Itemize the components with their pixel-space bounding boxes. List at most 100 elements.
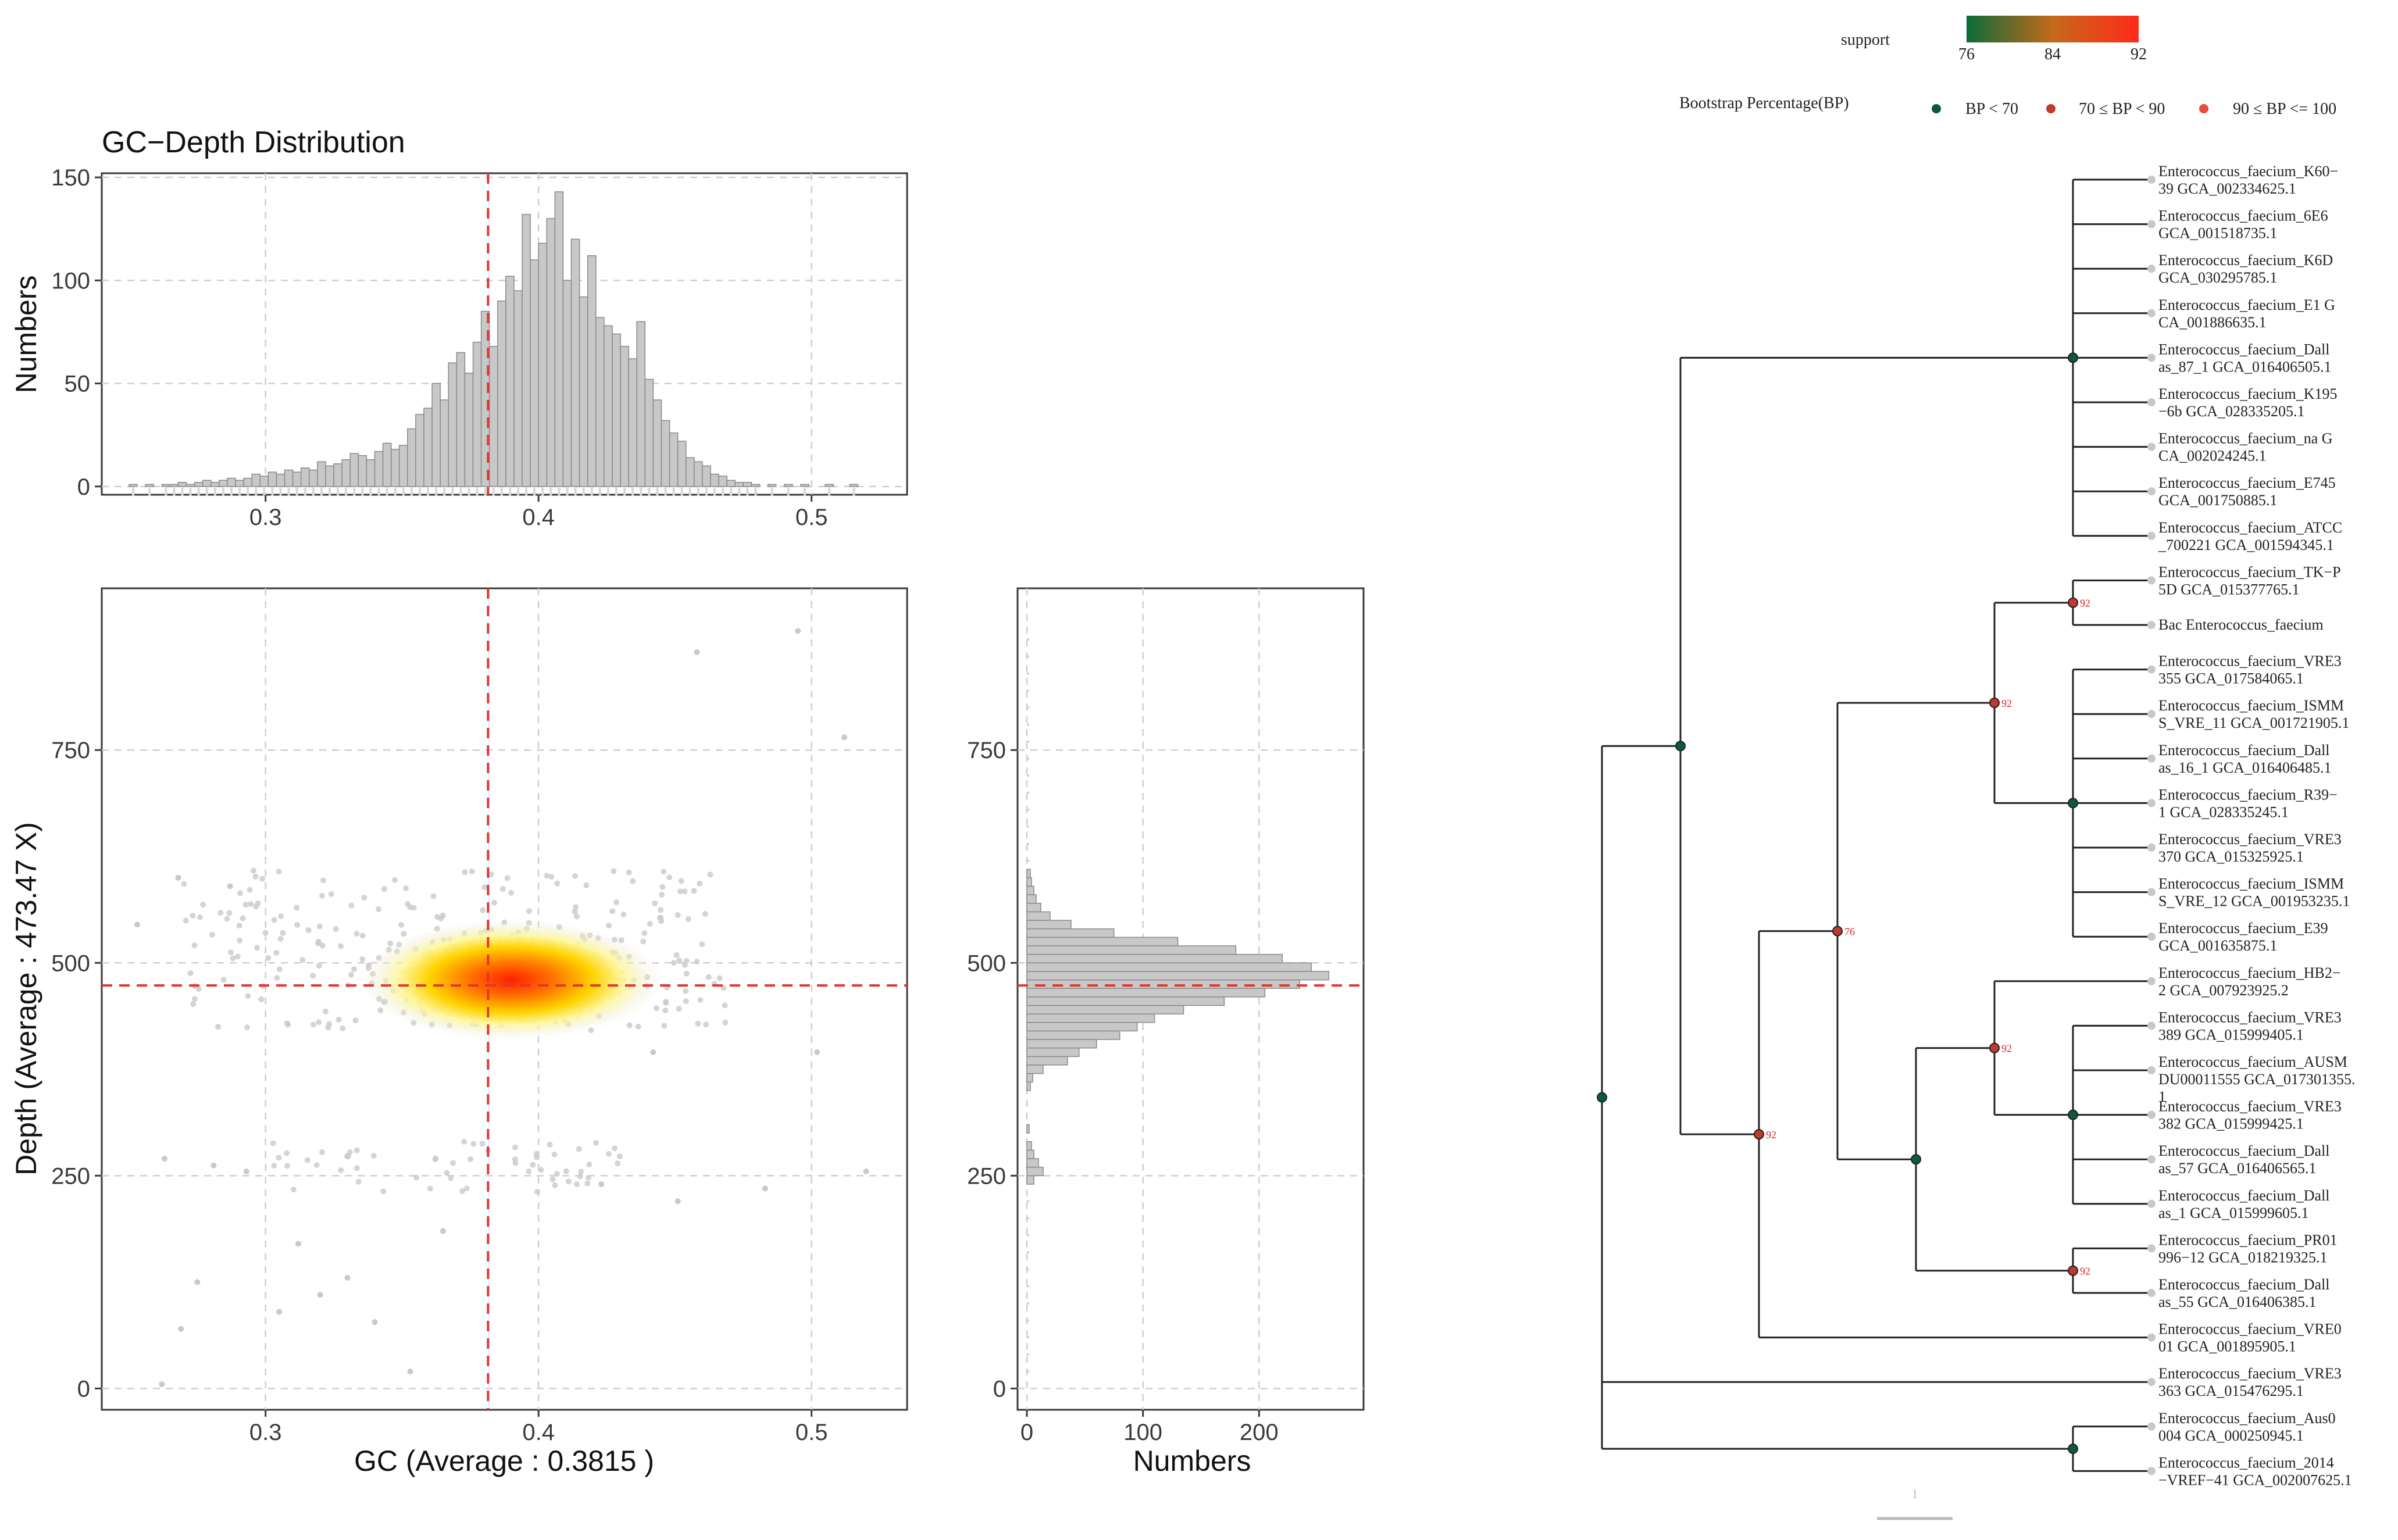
tip-label-line: 1 [2158, 1088, 2166, 1105]
scatter-point [508, 889, 515, 896]
tip-label-line: as_16_1 GCA_016406485.1 [2158, 759, 2332, 776]
scatter-point [683, 998, 689, 1005]
scatter-point [552, 1182, 558, 1188]
tip-label: Enterococcus_faecium_Dall as_55 GCA_01640… [2158, 1276, 2330, 1310]
side-histogram-bar [1026, 1047, 1080, 1057]
scatter-point [512, 1144, 519, 1150]
side-histogram-bar [1026, 953, 1283, 964]
histogram-bar [652, 399, 662, 487]
scatter-point [250, 867, 256, 874]
scatter-point [276, 1155, 282, 1161]
scatter-point [491, 899, 497, 906]
scatter-point [236, 937, 242, 944]
tip-label: Enterococcus_faecium_TK−P 5D GCA_01537776… [2158, 563, 2341, 598]
x-tick-label: 0.3 [249, 1420, 282, 1445]
scatter-point [716, 975, 723, 981]
histogram-bar [415, 414, 424, 487]
scatter-point [468, 1156, 474, 1162]
tip-label-line: _700221 GCA_001594345.1 [2158, 537, 2334, 553]
scatter-point [224, 916, 230, 922]
scatter-point [310, 973, 316, 979]
histogram-bar [694, 461, 703, 487]
scatter-outlier [175, 874, 181, 881]
tree-node [1989, 698, 2000, 709]
tip-label-line: 01 GCA_001895905.1 [2158, 1338, 2296, 1355]
scatter-point [284, 1150, 290, 1156]
scatter-point [705, 974, 712, 980]
scatter-point [722, 1019, 729, 1026]
tree-node [2068, 352, 2078, 363]
tip-label-line: Enterococcus_faecium_Dall [2158, 742, 2330, 759]
tip-label-line: 5D GCA_015377765.1 [2158, 581, 2300, 598]
x-tick-label: 0.5 [795, 1420, 828, 1445]
tip-label-line: 355 GCA_017584065.1 [2158, 670, 2304, 687]
histogram-bar [210, 481, 220, 487]
support-tick-high: 92 [2131, 45, 2147, 63]
scatter-point [316, 963, 322, 969]
x-tick-label: 0.5 [795, 505, 828, 530]
scatter-point [354, 1147, 360, 1153]
scatter-point [190, 913, 196, 919]
histogram-bar [604, 325, 613, 487]
tip-label-line: Enterococcus_faecium_ISMM [2158, 697, 2344, 714]
tip-label: Enterococcus_faecium_AUSM DU00011555 GCA_… [2158, 1053, 2355, 1105]
tip-label-line: 2 GCA_007923925.2 [2158, 982, 2289, 999]
scatter-point [195, 986, 202, 992]
tip-marker [2147, 1066, 2156, 1074]
histogram-bar [513, 290, 523, 487]
histogram-bar [505, 276, 515, 487]
scatter-point [230, 955, 236, 962]
scatter-point [226, 910, 233, 916]
scatter-point [325, 1024, 331, 1031]
histogram-bar [333, 463, 342, 487]
scatter-point [695, 1020, 701, 1027]
scatter-point [586, 1162, 593, 1168]
scatter-point [220, 977, 227, 983]
histogram-bar [530, 259, 539, 487]
scatter-point [722, 1002, 728, 1009]
scatter-point [616, 1153, 623, 1160]
histogram-bar [366, 459, 376, 487]
scatter-point [697, 880, 703, 887]
tip-marker [2147, 1244, 2156, 1253]
tip-label-line: Enterococcus_faecium_6E6 [2158, 208, 2328, 224]
scatter-point [262, 930, 269, 936]
histogram-bar [743, 481, 752, 487]
y-tick-label: 250 [51, 1163, 90, 1189]
tip-marker [2147, 710, 2156, 719]
histogram-bar [702, 465, 711, 487]
scatter-point [340, 1025, 346, 1031]
scatter-point [479, 1141, 486, 1147]
scatter-outlier [134, 921, 141, 928]
histogram-bar [849, 484, 859, 487]
scatter-point [191, 942, 198, 949]
tip-marker [2147, 265, 2156, 273]
tip-marker [2147, 888, 2156, 896]
scatter-point [626, 1022, 633, 1028]
side-histogram-bar [1026, 962, 1312, 972]
y-axis-label: Depth (Average : 473.47 X) [10, 822, 42, 1175]
histogram-bar [341, 459, 351, 487]
tip-label-line: 382 GCA_015999425.1 [2158, 1116, 2304, 1132]
scatter-point [683, 957, 690, 964]
side-histogram-bar [1026, 1013, 1155, 1023]
scatter-point [609, 908, 616, 914]
tip-label-line: 1 GCA_028335245.1 [2158, 803, 2289, 820]
tip-marker [2147, 977, 2156, 985]
scatter-outlier [178, 1325, 184, 1332]
scatter-point [277, 935, 284, 942]
scatter-point [670, 960, 677, 966]
tip-marker [2147, 353, 2156, 362]
histogram-bar [185, 484, 195, 487]
scatter-point [658, 915, 664, 921]
scatter-point [450, 1160, 456, 1166]
scatter-point [578, 1169, 584, 1175]
side-histogram-bar [1026, 1124, 1030, 1134]
x-axis-label: GC (Average : 0.3815 ) [354, 1445, 654, 1477]
support-label: 92 [2080, 598, 2090, 609]
scatter-point [626, 869, 632, 876]
histogram-bar [145, 484, 154, 487]
histogram-bar [726, 480, 736, 487]
histogram-bar [292, 471, 302, 487]
y-tick-label: 500 [51, 951, 90, 976]
